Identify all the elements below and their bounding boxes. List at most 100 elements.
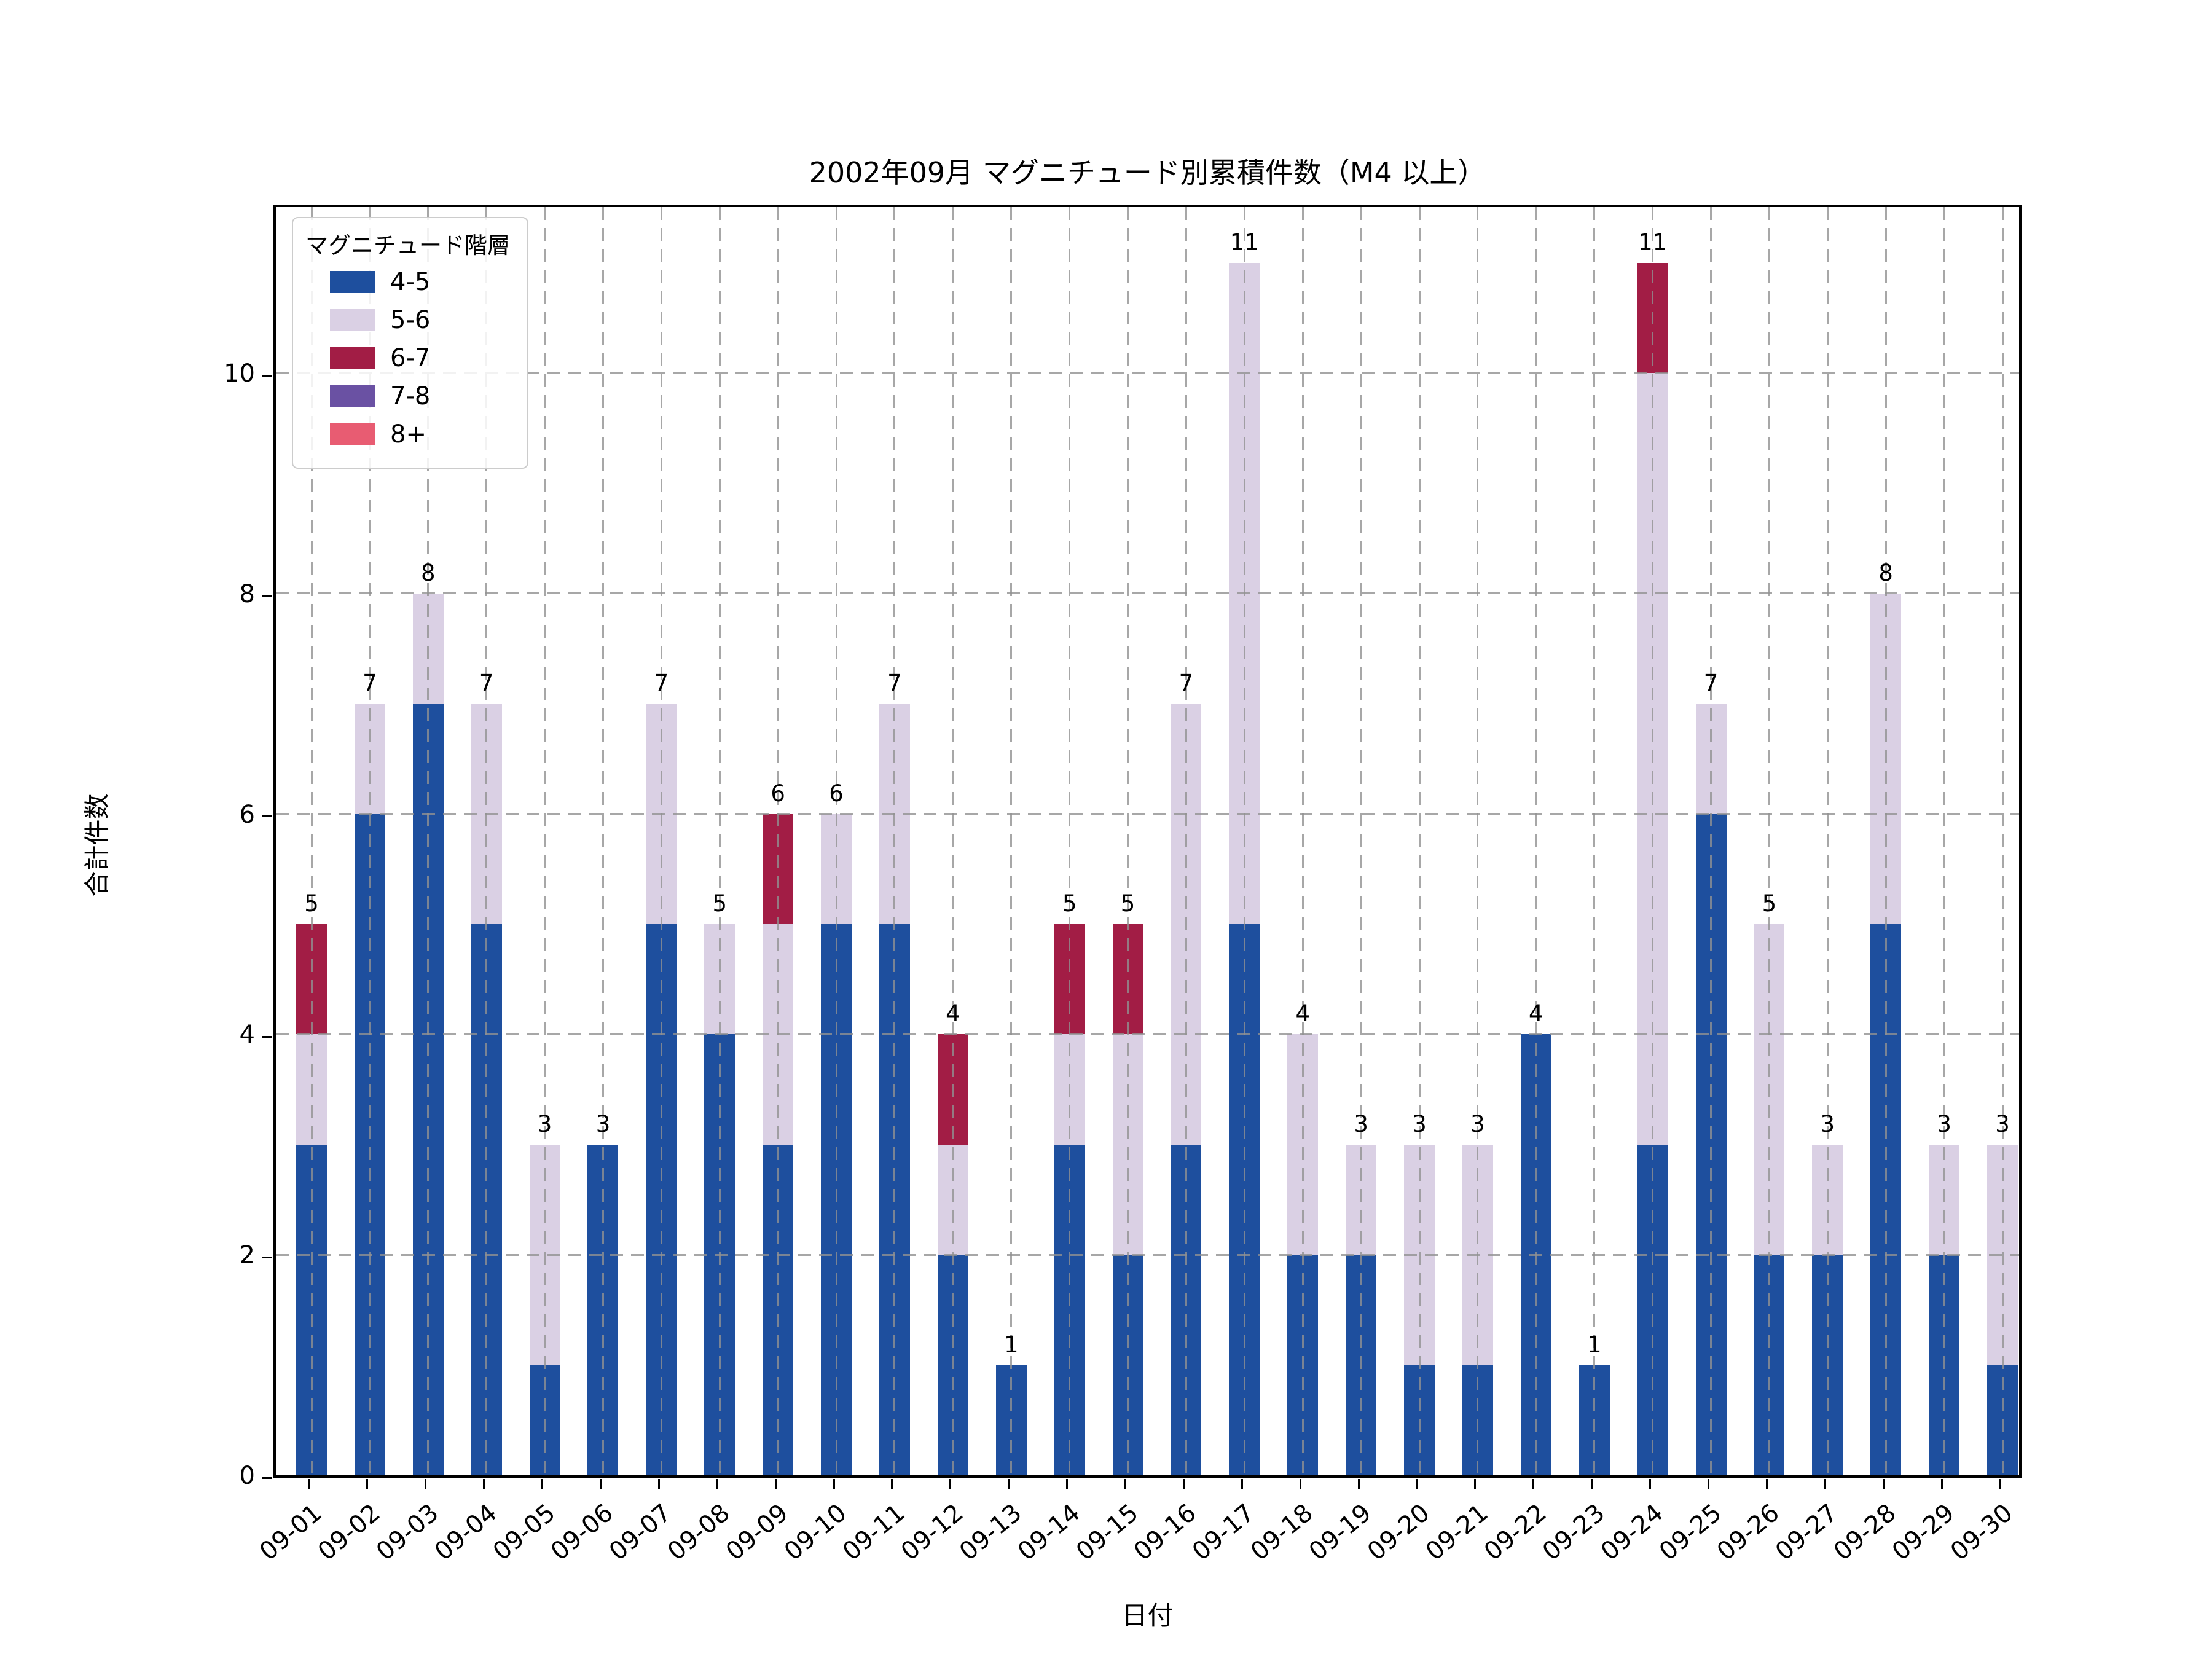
legend-swatch-icon [330,423,375,445]
bar-total-label: 5 [1120,890,1135,917]
bar-total-label: 3 [537,1110,552,1137]
bar-total-label: 5 [1762,890,1777,917]
bar-total-label: 1 [1586,1331,1602,1358]
x-tick-mark [1241,1479,1243,1489]
bar-total-label: 5 [304,890,319,917]
gridline-v [544,207,546,1475]
x-tick-mark [1008,1479,1010,1489]
x-tick-mark [1591,1479,1593,1489]
x-tick-mark [1824,1479,1826,1489]
gridline-v [1301,207,1304,1475]
x-tick-mark [1765,1479,1768,1489]
legend-swatch-icon [330,347,375,369]
gridline-v [1943,207,1945,1475]
x-tick-mark [1124,1479,1127,1489]
gridline-v [1185,207,1187,1475]
gridline-v [369,207,371,1475]
legend-label: 4-5 [390,268,431,296]
gridline-v [1652,207,1654,1475]
x-tick-mark [657,1479,660,1489]
x-tick-mark [308,1479,310,1489]
bar-total-label: 8 [421,559,436,586]
bar-total-label: 3 [1995,1110,2010,1137]
legend-label: 5-6 [390,306,431,334]
bar-total-label: 1 [1003,1331,1019,1358]
bar-total-label: 3 [1412,1110,1427,1137]
x-tick-mark [425,1479,427,1489]
gridline-v [1069,207,1071,1475]
x-tick-mark [1708,1479,1710,1489]
y-tick-mark [262,1035,272,1038]
bar-total-label: 7 [1179,670,1194,697]
gridline-v [952,207,954,1475]
x-tick-mark [1474,1479,1477,1489]
legend-label: 6-7 [390,344,431,372]
y-tick-label: 6 [239,800,255,829]
gridline-h [276,813,2019,815]
gridline-v [1010,207,1013,1475]
bar-total-label: 3 [1354,1110,1368,1137]
bar-total-label: 7 [887,670,902,697]
legend-item: 8+ [330,418,510,450]
x-tick-mark [1999,1479,2001,1489]
bar-total-label: 5 [712,890,728,917]
bar-total-label: 6 [771,780,785,807]
gridline-v [1768,207,1770,1475]
y-axis-label: 合計件数 [82,793,112,897]
y-tick-mark [262,595,272,597]
bar-total-label: 5 [1062,890,1077,917]
gridline-v [835,207,837,1475]
gridline-v [310,207,313,1475]
x-tick-mark [1299,1479,1301,1489]
y-tick-label: 8 [239,579,255,608]
gridline-v [602,207,604,1475]
gridline-v [718,207,721,1475]
gridline-v [485,207,488,1475]
x-tick-mark [1940,1479,1943,1489]
gridline-v [1360,207,1362,1475]
x-tick-mark [949,1479,952,1489]
x-tick-mark [891,1479,893,1489]
gridline-v [1593,207,1596,1475]
y-tick-mark [262,815,272,818]
x-tick-mark [774,1479,777,1489]
gridline-v [1127,207,1129,1475]
x-tick-mark [1649,1479,1652,1489]
y-tick-label: 2 [239,1241,255,1270]
y-tick-mark [262,1256,272,1258]
x-tick-mark [1357,1479,1360,1489]
y-tick-mark [262,374,272,377]
bar-total-label: 7 [654,670,669,697]
x-tick-mark [1416,1479,1418,1489]
y-tick-label: 10 [224,359,255,388]
x-tick-mark [366,1479,369,1489]
gridline-h [276,1253,2019,1256]
gridline-v [1535,207,1537,1475]
gridline-v [1885,207,1887,1475]
bar-total-label: 11 [1638,229,1668,256]
x-tick-mark [541,1479,544,1489]
y-tick-label: 0 [239,1462,255,1490]
y-tick-mark [262,1477,272,1479]
bar-total-label: 3 [1937,1110,1951,1137]
gridline-v [1710,207,1712,1475]
gridline-v [893,207,896,1475]
bar-total-label: 11 [1230,229,1259,256]
x-tick-mark [599,1479,602,1489]
gridline-v [660,207,662,1475]
legend-swatch-icon [330,271,375,293]
gridline-v [1477,207,1479,1475]
legend-label: 7-8 [390,382,431,410]
y-tick-label: 4 [239,1021,255,1049]
legend-item: 4-5 [330,266,510,298]
bar-total-label: 3 [1820,1110,1835,1137]
bar-total-label: 7 [1703,670,1719,697]
gridline-h [276,1033,2019,1035]
bar-total-label: 7 [363,670,377,697]
bar-total-label: 3 [595,1110,611,1137]
legend-title: マグニチュード階層 [305,232,510,259]
x-tick-mark [716,1479,718,1489]
bar-total-label: 8 [1878,559,1893,586]
